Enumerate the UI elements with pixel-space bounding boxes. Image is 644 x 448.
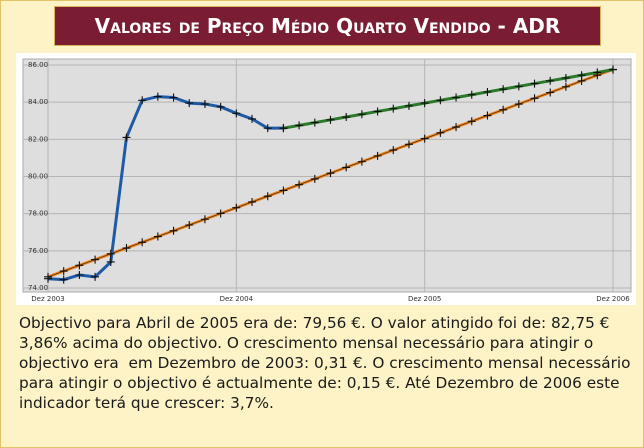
point-marker — [342, 163, 351, 172]
point-marker — [169, 93, 178, 102]
point-marker — [326, 169, 335, 178]
point-marker — [609, 65, 617, 74]
point-marker — [483, 111, 492, 120]
point-marker — [91, 272, 100, 281]
point-marker — [200, 215, 209, 224]
point-marker — [546, 88, 555, 97]
point-marker — [44, 274, 52, 283]
point-marker — [106, 249, 115, 258]
point-marker — [452, 123, 461, 132]
point-marker — [404, 140, 413, 149]
point-marker — [561, 82, 570, 91]
point-marker — [404, 101, 413, 110]
point-marker — [467, 117, 476, 126]
point-marker — [122, 133, 131, 142]
point-marker — [279, 186, 288, 195]
point-marker — [75, 261, 84, 270]
point-marker — [185, 221, 194, 230]
point-marker — [389, 104, 398, 113]
point-marker — [248, 197, 257, 206]
x-tick-label: Dez 2004 — [220, 295, 254, 303]
point-marker — [452, 93, 461, 102]
point-marker — [248, 114, 257, 123]
point-marker — [420, 134, 429, 143]
point-marker — [467, 90, 476, 99]
point-marker — [91, 255, 100, 264]
point-marker — [200, 100, 209, 109]
point-marker — [530, 79, 539, 88]
point-marker — [216, 209, 225, 218]
point-marker — [310, 118, 319, 127]
point-marker — [373, 151, 382, 160]
point-marker — [546, 76, 555, 85]
point-marker — [483, 87, 492, 96]
x-tick-label: Dez 2006 — [596, 295, 630, 303]
x-tick-label: Dez 2005 — [408, 295, 441, 303]
point-marker — [122, 244, 131, 253]
chart: 74.00 76.00 78.00 80.00 82.00 84.00 86.00 Dez 2… — [16, 53, 636, 305]
y-tick-label: 74.00 — [28, 284, 48, 292]
point-marker — [436, 128, 445, 137]
point-marker — [75, 270, 84, 279]
x-tick-label: Dez 2003 — [31, 295, 64, 303]
point-marker — [185, 99, 194, 108]
point-marker — [59, 267, 68, 276]
y-tick-label: 86.00 — [28, 61, 48, 69]
point-marker — [153, 92, 162, 101]
point-marker — [138, 96, 147, 105]
series-line — [47, 95, 284, 282]
point-marker — [106, 257, 115, 266]
point-marker — [373, 107, 382, 116]
y-tick-label: 78.00 — [28, 210, 48, 218]
point-marker — [216, 102, 225, 111]
y-tick-label: 80.00 — [28, 173, 48, 181]
y-tick-label: 82.00 — [28, 135, 48, 143]
point-marker — [59, 275, 68, 284]
point-marker — [436, 96, 445, 105]
point-marker — [499, 85, 508, 94]
point-marker — [342, 113, 351, 122]
series-line — [283, 68, 614, 130]
point-marker — [499, 105, 508, 114]
y-tick-label: 76.00 — [28, 247, 48, 255]
point-marker — [138, 238, 147, 247]
point-marker — [153, 232, 162, 241]
point-marker — [514, 82, 523, 91]
point-marker — [577, 71, 586, 80]
point-marker — [389, 146, 398, 155]
point-marker — [263, 192, 272, 201]
point-marker — [169, 226, 178, 235]
point-marker — [279, 124, 288, 133]
point-marker — [420, 99, 429, 108]
point-marker — [310, 174, 319, 183]
point-marker — [263, 124, 272, 133]
point-marker — [326, 115, 335, 124]
point-marker — [514, 100, 523, 109]
point-marker — [295, 180, 304, 189]
point-marker — [232, 109, 241, 118]
point-marker — [232, 203, 241, 212]
point-marker — [593, 68, 602, 77]
point-marker — [357, 110, 366, 119]
point-marker — [295, 121, 304, 130]
point-marker — [561, 74, 570, 83]
point-marker — [530, 94, 539, 103]
chart-title: Valores de Preço Médio Quarto Vendido - … — [54, 6, 601, 46]
y-tick-label: 84.00 — [28, 98, 48, 106]
point-marker — [357, 157, 366, 166]
description: Objectivo para Abril de 2005 era de: 79,… — [19, 314, 636, 412]
